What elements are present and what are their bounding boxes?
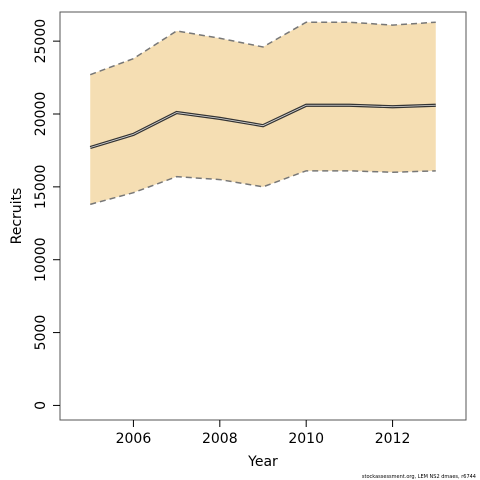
x-axis: 2006 2008 2010 2012 (116, 420, 411, 447)
upper-bound-line (89, 21, 436, 76)
y-tick-label-20000: 20000 (33, 92, 49, 137)
y-tick-label-10000: 10000 (33, 237, 49, 282)
y-tick-label-0: 0 (33, 401, 49, 410)
y-tick-label-5000: 5000 (33, 315, 49, 351)
x-tick-label-2006: 2006 (116, 431, 152, 447)
lower-bound-line (90, 170, 436, 206)
confidence-band (90, 22, 436, 205)
estimate-line-inner (90, 104, 436, 148)
plot-frame (59, 11, 467, 421)
footer-note: stockassessment.org, LEM NS2 dmaes, r674… (362, 474, 476, 480)
y-tick-label-15000: 15000 (33, 165, 49, 210)
y-axis-title: Recruits (9, 188, 25, 245)
x-tick-label-2008: 2008 (202, 431, 238, 447)
x-tick-label-2012: 2012 (375, 431, 411, 447)
y-tick-label-25000: 25000 (33, 19, 49, 64)
x-tick-label-2010: 2010 (288, 431, 324, 447)
series-lines (89, 21, 436, 206)
x-axis-title: Year (247, 454, 278, 470)
y-axis: 0 5000 10000 15000 20000 25000 (33, 19, 60, 410)
confidence-band-area (90, 22, 436, 205)
